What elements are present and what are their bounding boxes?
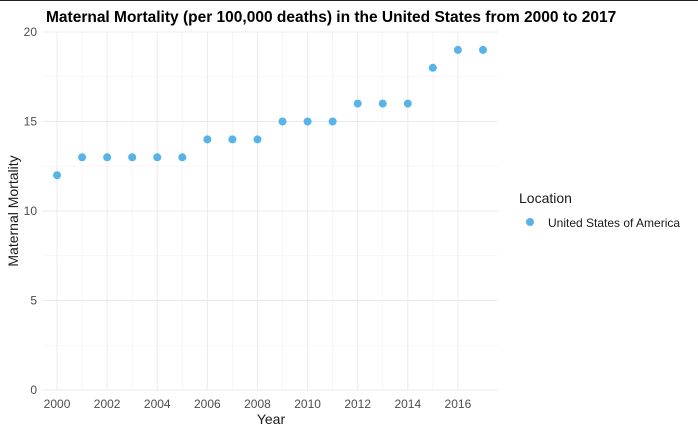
data-point <box>353 99 362 108</box>
y-tick-label: 0 <box>30 383 37 397</box>
data-point <box>203 135 212 144</box>
data-point <box>478 45 487 54</box>
data-point <box>178 153 187 162</box>
data-point <box>278 117 287 126</box>
x-tick-label: 2010 <box>294 397 321 411</box>
data-point <box>328 117 337 126</box>
x-tick-label: 2016 <box>445 397 472 411</box>
legend-key <box>526 218 534 226</box>
data-point <box>153 153 162 162</box>
y-tick-label: 5 <box>30 294 37 308</box>
data-point <box>103 153 112 162</box>
legend: Location United States of America <box>519 190 680 230</box>
y-tick-label: 15 <box>24 115 38 129</box>
data-point <box>378 99 387 108</box>
data-point <box>78 153 87 162</box>
x-axis-label: Year <box>257 411 286 427</box>
legend-label: United States of America <box>548 216 680 230</box>
x-tick-label: 2008 <box>244 397 271 411</box>
data-point <box>403 99 412 108</box>
data-point <box>228 135 237 144</box>
x-tick-label: 2014 <box>394 397 421 411</box>
x-tick-label: 2006 <box>194 397 221 411</box>
legend-key-point <box>526 218 534 226</box>
x-tick-label: 2012 <box>344 397 371 411</box>
x-tick-label: 2002 <box>94 397 121 411</box>
data-point <box>253 135 262 144</box>
data-point <box>303 117 312 126</box>
y-tick-label: 20 <box>24 25 38 39</box>
data-point <box>428 63 437 72</box>
chart-title: Maternal Mortality (per 100,000 deaths) … <box>46 9 616 26</box>
axis-ticks: 0 5 10 15 20 2000 2002 2004 2006 2008 2010 2012 2014… <box>24 25 472 411</box>
y-tick-label: 10 <box>24 204 38 218</box>
legend-title: Location <box>519 190 572 206</box>
top-border <box>0 0 698 1</box>
data-point <box>453 45 462 54</box>
x-tick-label: 2004 <box>144 397 171 411</box>
y-axis-label: Maternal Mortality <box>5 155 21 266</box>
data-points <box>53 45 487 180</box>
data-point <box>128 153 137 162</box>
data-point <box>53 171 62 180</box>
grid-lines <box>42 31 498 391</box>
x-tick-label: 2000 <box>44 397 71 411</box>
